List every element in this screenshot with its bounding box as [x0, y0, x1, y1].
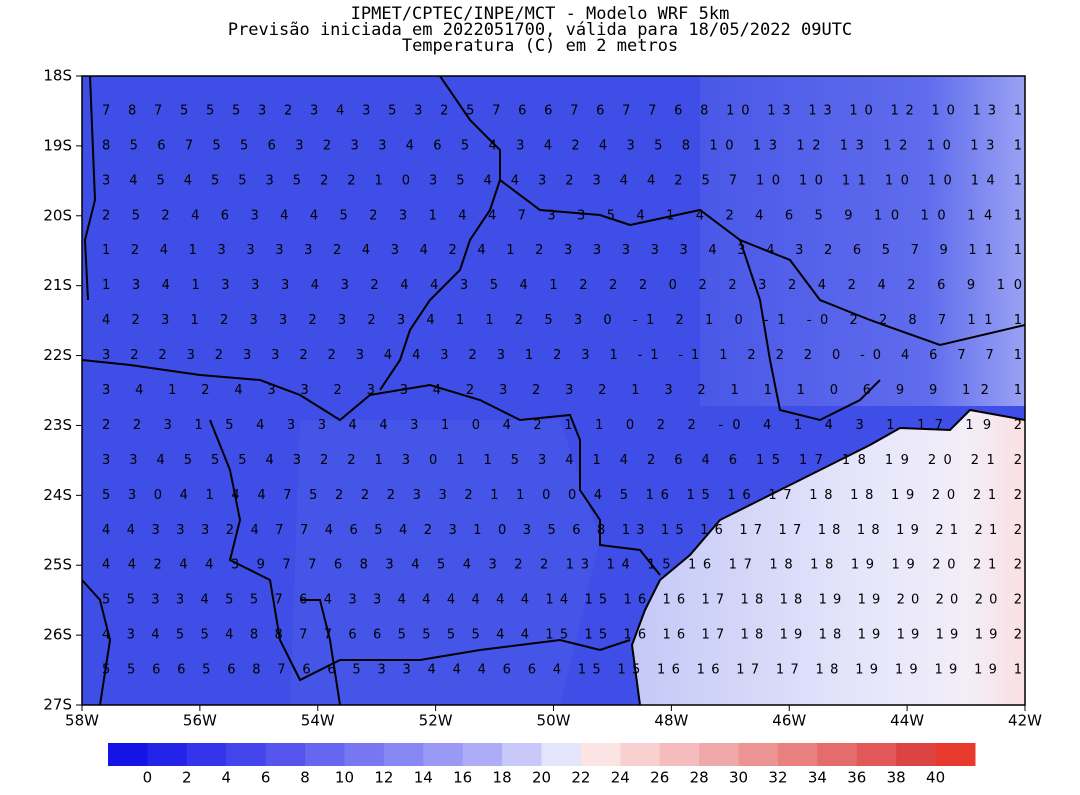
colorbar-label: 40: [926, 769, 945, 787]
colorbar-label: 34: [808, 769, 827, 787]
colorbar-label: 14: [414, 769, 433, 787]
colorbar-box: [620, 743, 661, 766]
state-border: [300, 599, 341, 705]
title-line: IPMET/CPTEC/INPE/MCT - Modelo WRF 5km: [351, 4, 730, 24]
colorbar-label: 20: [532, 769, 551, 787]
colorbar-box: [856, 743, 897, 766]
y-tick-label: 25S: [43, 556, 72, 574]
colorbar-label: 18: [493, 769, 512, 787]
state-border: [209, 419, 631, 682]
title-line: Temperatura (C) em 2 metros: [402, 36, 678, 56]
y-tick-label: 27S: [43, 696, 72, 714]
colorbar-label: 10: [335, 769, 354, 787]
colorbar-box: [305, 743, 345, 766]
x-tick-label: 54W: [301, 712, 335, 730]
colorbar-box: [147, 743, 188, 766]
colorbar-label: 22: [571, 769, 590, 787]
colorbar-label: 28: [690, 769, 709, 787]
colorbar-box: [265, 743, 306, 766]
state-border: [739, 239, 881, 422]
colorbar-box: [226, 743, 267, 766]
y-tick-label: 21S: [43, 276, 72, 294]
colorbar-label: 2: [182, 769, 192, 787]
colorbar-box: [659, 743, 700, 766]
state-border: [82, 579, 112, 705]
map-field: 7 8 7 5 5 5 3 2 3 4 3 5 3 2 5 7 6 6 7 6 …: [82, 76, 1025, 705]
x-tick-label: 46W: [772, 712, 806, 730]
ocean: [632, 410, 1025, 705]
title-line: Previsão iniciada em 2022051700, válida …: [228, 20, 852, 40]
colorbar-label: 38: [887, 769, 906, 787]
colorbar-box: [580, 743, 621, 766]
colorbar-box: [541, 743, 582, 766]
x-tick-label: 48W: [654, 712, 688, 730]
colorbar-box: [699, 743, 740, 766]
colorbar-box: [423, 743, 464, 766]
colorbar-box: [896, 743, 937, 766]
colorbar-label: 30: [729, 769, 748, 787]
y-tick-label: 22S: [43, 346, 72, 364]
colorbar-box: [502, 743, 542, 766]
y-tick-label: 26S: [43, 626, 72, 644]
colorbar-label: 12: [374, 769, 393, 787]
colorbar-box: [462, 743, 503, 766]
colorbar-label: 24: [611, 769, 630, 787]
y-tick-label: 24S: [43, 486, 72, 504]
colorbar-box: [738, 743, 779, 766]
axes: 58W 56W 54W 52W 50W 48W 46W 44W 42W 18S 19S 20S 21S 2…: [43, 67, 1042, 730]
y-tick-label: 19S: [43, 136, 72, 154]
y-tick-label: 23S: [43, 416, 72, 434]
colorbar-box: [935, 743, 976, 766]
y-tick-label: 18S: [43, 67, 72, 85]
colorbar-label: 6: [261, 769, 271, 787]
x-tick-label: 56W: [183, 712, 217, 730]
colorbar-label: 36: [847, 769, 866, 787]
x-tick-label: 50W: [537, 712, 571, 730]
grid-row: 4 2 3 1 2 3 3 2 3 2 3 4 1 1 2 5 3 0 -1 2…: [102, 313, 1022, 328]
colorbar-box: [108, 743, 148, 766]
warm-land: [700, 76, 1025, 406]
state-border: [82, 359, 661, 576]
state-border: [83, 76, 97, 301]
y-tick-label: 20S: [43, 206, 72, 224]
colorbar-box: [383, 743, 424, 766]
colorbar-box: [777, 743, 818, 766]
colorbar: 0 2 4 6 8 10 12 14 16 18 20 22 24 26 28 30 32 34 36 38 40: [108, 743, 976, 787]
grid-row: 8 5 6 7 5 5 6 3 2 3 3 4 6 5 4 3 4 2 4 3 …: [102, 138, 1022, 153]
x-tick-label: 58W: [65, 712, 99, 730]
colorbar-label: 26: [650, 769, 669, 787]
x-tick-label: 52W: [419, 712, 453, 730]
colorbar-label: 32: [768, 769, 787, 787]
x-tick-label: 42W: [1008, 712, 1042, 730]
west-warm: [290, 420, 600, 705]
state-border: [379, 76, 501, 391]
borders: [82, 76, 1025, 705]
coastline: [630, 408, 1025, 705]
colorbar-box: [186, 743, 227, 766]
colorbar-label: 16: [453, 769, 472, 787]
colorbar-label: 0: [143, 769, 153, 787]
colorbar-box: [817, 743, 858, 766]
x-tick-label: 44W: [890, 712, 924, 730]
colorbar-box: [344, 743, 385, 766]
titles: IPMET/CPTEC/INPE/MCT - Modelo WRF 5kmPre…: [228, 4, 852, 56]
colorbar-label: 8: [300, 769, 310, 787]
colorbar-label: 4: [221, 769, 231, 787]
